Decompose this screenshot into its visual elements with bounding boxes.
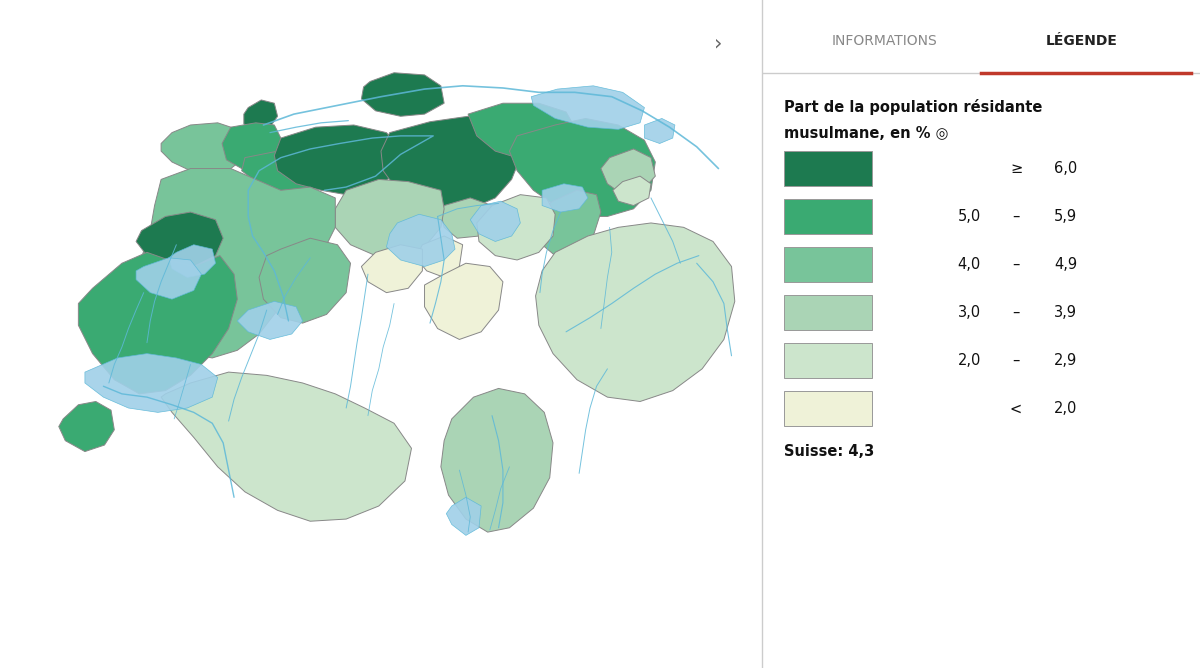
Polygon shape — [259, 238, 350, 323]
Polygon shape — [361, 244, 422, 293]
Text: 6,0: 6,0 — [1054, 161, 1078, 176]
Polygon shape — [386, 214, 455, 267]
Polygon shape — [238, 301, 302, 339]
Polygon shape — [161, 123, 248, 173]
Text: ≥: ≥ — [1010, 161, 1022, 176]
Polygon shape — [136, 212, 223, 267]
Polygon shape — [532, 86, 644, 130]
Text: ›: › — [714, 33, 722, 53]
FancyBboxPatch shape — [784, 199, 871, 234]
Text: –: – — [1013, 305, 1020, 320]
Polygon shape — [542, 184, 588, 212]
Polygon shape — [241, 147, 335, 190]
Text: Suisse: 4,3: Suisse: 4,3 — [784, 444, 874, 459]
Polygon shape — [382, 116, 521, 212]
Text: –: – — [1013, 257, 1020, 272]
Text: 3,0: 3,0 — [958, 305, 982, 320]
Polygon shape — [601, 149, 655, 194]
Text: 4,9: 4,9 — [1055, 257, 1078, 272]
Polygon shape — [613, 176, 650, 206]
Polygon shape — [538, 190, 601, 256]
Polygon shape — [78, 253, 238, 394]
Polygon shape — [161, 372, 412, 521]
Text: –: – — [1013, 209, 1020, 224]
Polygon shape — [476, 194, 556, 260]
Polygon shape — [446, 497, 481, 535]
Text: <: < — [1010, 401, 1022, 416]
Text: musulmane, en % ◎: musulmane, en % ◎ — [784, 126, 948, 141]
Polygon shape — [416, 236, 463, 277]
Polygon shape — [136, 258, 202, 299]
Polygon shape — [275, 125, 401, 194]
Text: 2,9: 2,9 — [1054, 353, 1078, 368]
Text: 5,0: 5,0 — [958, 209, 982, 224]
Text: Part de la population résidante: Part de la population résidante — [784, 99, 1043, 115]
Polygon shape — [85, 353, 217, 412]
Text: LÉGENDE: LÉGENDE — [1046, 35, 1117, 48]
Polygon shape — [468, 104, 575, 158]
Text: INFORMATIONS: INFORMATIONS — [832, 35, 937, 48]
Polygon shape — [244, 100, 277, 130]
Text: –: – — [1013, 353, 1020, 368]
FancyBboxPatch shape — [784, 343, 871, 378]
Polygon shape — [644, 118, 674, 144]
FancyBboxPatch shape — [784, 247, 871, 282]
Polygon shape — [222, 123, 281, 168]
Polygon shape — [535, 223, 734, 401]
Text: 3,9: 3,9 — [1055, 305, 1078, 320]
Text: 2,0: 2,0 — [958, 353, 982, 368]
Polygon shape — [169, 244, 216, 277]
Polygon shape — [361, 73, 444, 116]
FancyBboxPatch shape — [784, 295, 871, 330]
Polygon shape — [470, 201, 521, 241]
Polygon shape — [139, 168, 335, 358]
FancyBboxPatch shape — [784, 151, 871, 186]
Text: 4,0: 4,0 — [958, 257, 982, 272]
Text: 5,9: 5,9 — [1055, 209, 1078, 224]
Text: 2,0: 2,0 — [1054, 401, 1078, 416]
Polygon shape — [440, 388, 553, 532]
Polygon shape — [440, 198, 492, 238]
FancyBboxPatch shape — [784, 391, 871, 426]
Polygon shape — [335, 180, 444, 258]
Polygon shape — [510, 118, 655, 216]
Polygon shape — [59, 401, 114, 452]
Polygon shape — [425, 263, 503, 339]
